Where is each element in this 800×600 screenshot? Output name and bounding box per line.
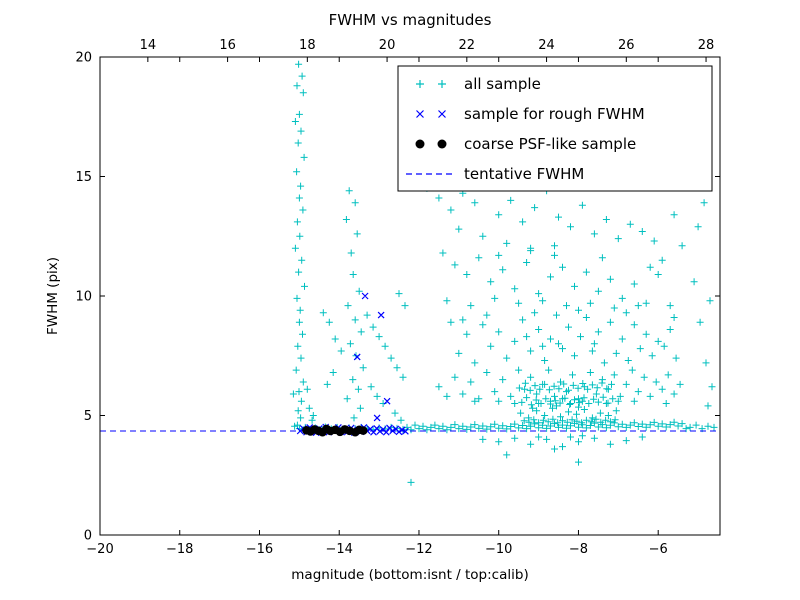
legend-label: all sample: [464, 75, 541, 93]
x-tick-label: −6: [649, 542, 668, 557]
legend-item-3: tentative FWHM: [406, 165, 584, 183]
x-tick-label: −12: [405, 542, 432, 557]
y-tick-label: 0: [84, 529, 92, 544]
y-axis: 0 5 10 15 20: [75, 51, 720, 544]
x-tick-label: −18: [166, 542, 193, 557]
legend-item-1: sample for rough FWHM: [416, 105, 645, 123]
x-tick-label: −8: [569, 542, 588, 557]
series-sample-for-rough-fwhm: [296, 292, 409, 437]
x-tick-label: −14: [326, 542, 353, 557]
circle-marker-icon: [415, 139, 425, 149]
top-x-tick-label: 14: [140, 38, 157, 53]
top-x-tick-label: 22: [459, 38, 476, 53]
circle-marker-icon: [437, 139, 447, 149]
legend-item-2: coarse PSF-like sample: [415, 135, 636, 153]
series-coarse-psf-like-sample: [302, 424, 368, 437]
legend-label: tentative FWHM: [464, 165, 584, 183]
x-tick-label: −16: [246, 542, 273, 557]
plus-marker-icon: [438, 80, 446, 88]
x-axis-bottom: −20 −18 −16 −14 −12 −10 −8 −6: [86, 57, 668, 557]
legend-label: sample for rough FWHM: [464, 105, 645, 123]
x-marker-icon: [438, 110, 446, 118]
top-x-tick-label: 28: [698, 38, 715, 53]
top-x-tick-label: 26: [618, 38, 635, 53]
y-tick-label: 15: [75, 170, 92, 185]
x-axis-label: magnitude (bottom:isnt / top:calib): [291, 567, 529, 583]
y-tick-label: 5: [84, 409, 92, 424]
top-x-tick-label: 16: [219, 38, 236, 53]
legend-label: coarse PSF-like sample: [464, 135, 636, 153]
y-tick-label: 20: [75, 51, 92, 66]
plot-frame: [99, 56, 721, 536]
plus-marker-icon: [416, 80, 424, 88]
top-x-tick-label: 24: [538, 38, 555, 53]
legend-box: [397, 65, 713, 192]
chart-title: FWHM vs magnitudes: [328, 11, 492, 29]
x-axis-top: 14 16 18 20 22 24 26 28: [140, 38, 715, 62]
x-marker-icon: [416, 110, 424, 118]
top-x-tick-label: 18: [299, 38, 316, 53]
top-x-tick-label: 20: [379, 38, 396, 53]
legend-item-0: all sample: [416, 75, 541, 93]
y-tick-label: 10: [75, 290, 92, 305]
x-tick-label: −20: [86, 542, 113, 557]
legend: all sample sample for rough FWHM coarse PS…: [397, 65, 713, 192]
x-tick-label: −10: [485, 542, 512, 557]
